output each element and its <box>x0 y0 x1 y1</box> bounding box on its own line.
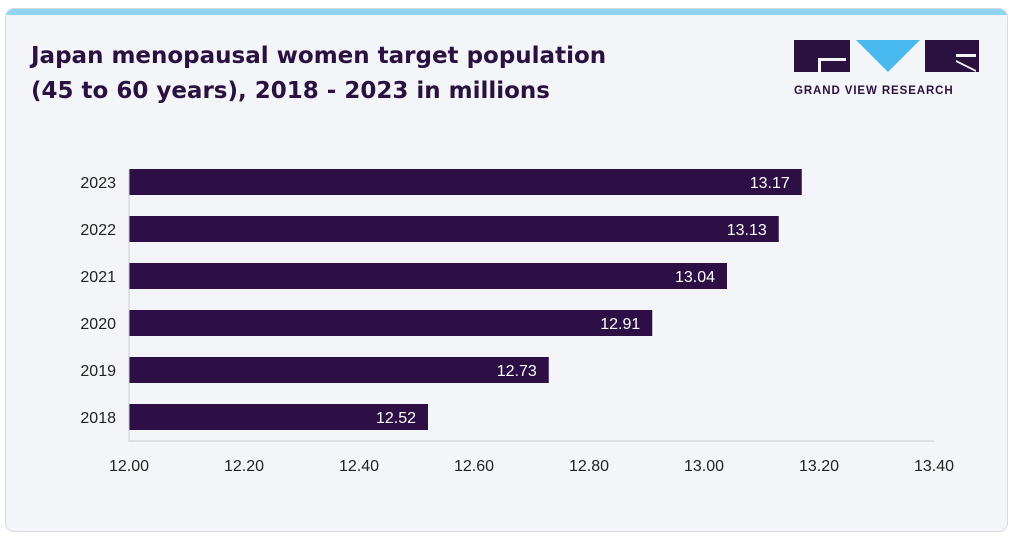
value-label-2019: 12.73 <box>497 363 537 380</box>
value-label-2021: 13.04 <box>675 269 715 286</box>
y-tick-label: 2019 <box>80 363 116 380</box>
y-tick-label: 2023 <box>80 175 116 192</box>
y-tick-label: 2018 <box>80 410 116 427</box>
chart-title: Japan menopausal women target population… <box>31 39 671 109</box>
value-label-2023: 13.17 <box>750 175 790 192</box>
y-tick-label: 2021 <box>80 269 116 286</box>
bar-2020 <box>129 310 653 336</box>
x-tick-label: 13.20 <box>799 458 839 475</box>
chart-card: Japan menopausal women target population… <box>5 8 1008 532</box>
x-tick-label: 13.00 <box>684 458 724 475</box>
value-label-2022: 13.13 <box>727 222 767 239</box>
bar-2019 <box>129 357 549 383</box>
value-label-2020: 12.91 <box>600 316 640 333</box>
accent-bar <box>6 9 1007 15</box>
gvr-logo-icon <box>794 40 979 72</box>
x-tick-label: 12.00 <box>109 458 149 475</box>
value-label-2018: 12.52 <box>376 410 416 427</box>
chart-title-line-1: Japan menopausal women target population <box>31 43 607 69</box>
x-tick-label: 12.40 <box>339 458 379 475</box>
y-tick-label: 2020 <box>80 316 116 333</box>
brand-logo: GRAND VIEW RESEARCH <box>794 40 979 100</box>
x-tick-label: 12.80 <box>569 458 609 475</box>
y-tick-label: 2022 <box>80 222 116 239</box>
bar-2022 <box>129 216 779 242</box>
x-tick-label: 13.40 <box>914 458 954 475</box>
logo-text: GRAND VIEW RESEARCH <box>794 85 954 97</box>
x-tick-label: 12.20 <box>224 458 264 475</box>
bar-2018 <box>129 404 428 430</box>
x-tick-label: 12.60 <box>454 458 494 475</box>
bar-2023 <box>129 169 802 195</box>
bar-2021 <box>129 263 727 289</box>
chart-title-line-2: (45 to 60 years), 2018 - 2023 in million… <box>31 78 550 104</box>
bar-chart: 13.17 13.13 13.04 12.91 12.73 12.52 12.00 12.2… <box>80 169 954 475</box>
